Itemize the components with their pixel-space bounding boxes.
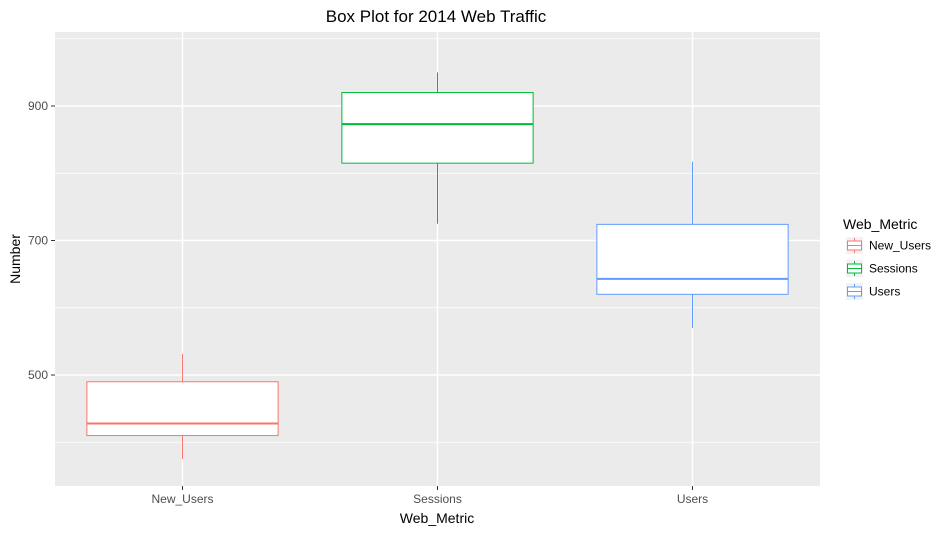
x-axis-title: Web_Metric [400, 510, 474, 526]
y-tick-label: 500 [28, 368, 48, 382]
legend-label: New_Users [869, 239, 931, 253]
legend-label: Users [869, 285, 900, 299]
box-users [596, 161, 789, 328]
x-tick-label: Users [677, 492, 708, 506]
x-tick-label: Sessions [413, 492, 462, 506]
x-tick-label: New_Users [151, 492, 213, 506]
y-tick-label: 900 [28, 99, 48, 113]
chart-title: Box Plot for 2014 Web Traffic [326, 7, 547, 26]
legend-label: Sessions [869, 262, 918, 276]
box-iqr [86, 381, 279, 437]
box-iqr [341, 92, 534, 164]
legend-item-new-users: New_Users [846, 237, 931, 254]
legend: Web_Metric New_Users Sessions Users [843, 216, 931, 300]
legend-item-sessions: Sessions [846, 260, 918, 277]
boxes [86, 72, 789, 460]
box-new-users [86, 354, 279, 460]
box-sessions [341, 72, 534, 224]
legend-items: New_Users Sessions Users [846, 237, 931, 300]
box-iqr [596, 223, 789, 295]
legend-item-users: Users [846, 283, 900, 300]
legend-title: Web_Metric [843, 216, 917, 232]
y-tick-label: 700 [28, 234, 48, 248]
y-axis-title: Number [7, 234, 23, 284]
axes: 500 700 900 New_Users Sessions Users [28, 99, 708, 506]
